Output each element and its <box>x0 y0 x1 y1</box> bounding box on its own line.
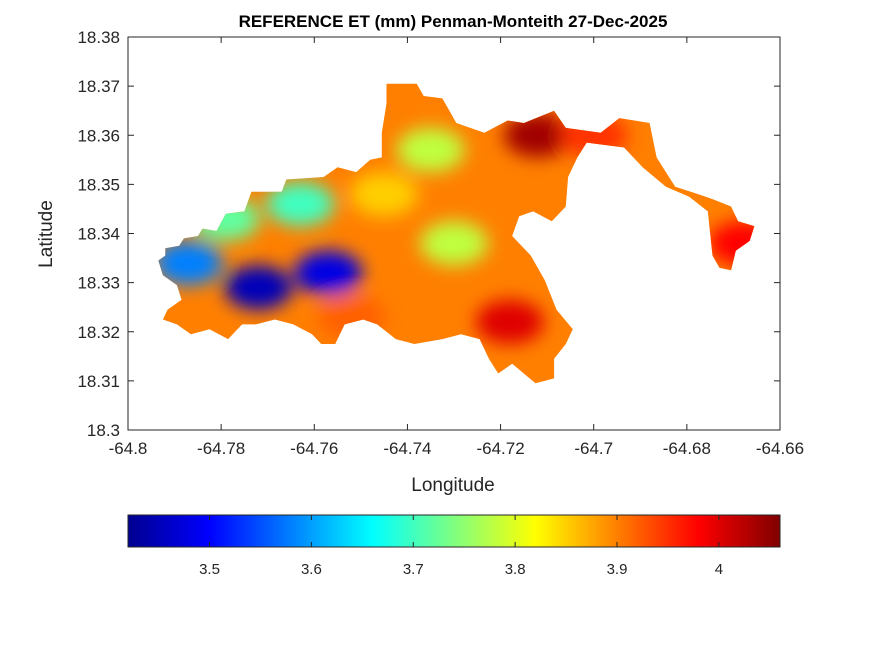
x-tick-label: -64.78 <box>197 439 245 458</box>
y-tick-label: 18.38 <box>77 28 120 47</box>
region-west-low-cluster <box>224 265 293 310</box>
region-northwest <box>191 196 260 241</box>
y-tick-label: 18.36 <box>77 126 120 145</box>
region-north-lobe <box>396 128 465 172</box>
x-tick-label: -64.7 <box>574 439 613 458</box>
x-axis-label: Longitude <box>411 475 494 496</box>
colorbar-ticks: 3.5 3.6 3.7 3.8 3.9 4 <box>199 515 723 578</box>
y-tick-label: 18.34 <box>77 225 120 244</box>
x-axis: -64.8 -64.78 -64.76 -64.74 -64.72 -64.7 -64.68… <box>109 37 804 458</box>
colorbar-tick-label: 3.7 <box>403 561 424 578</box>
y-tick-label: 18.37 <box>77 77 120 96</box>
region-central-north <box>266 182 335 226</box>
y-tick-label: 18.35 <box>77 175 120 194</box>
x-tick-label: -64.76 <box>290 439 338 458</box>
y-tick-label: 18.3 <box>87 421 120 440</box>
y-tick-label: 18.31 <box>77 372 120 391</box>
colorbar-tick-label: 3.9 <box>607 561 628 578</box>
region-northeast-high <box>503 113 572 158</box>
y-tick-label: 18.33 <box>77 274 120 293</box>
et-map <box>158 83 755 384</box>
colorbar <box>127 514 781 548</box>
x-tick-label: -64.8 <box>109 439 148 458</box>
region-far-east-patch <box>708 221 755 266</box>
y-axis: 18.3 18.31 18.32 18.33 18.34 18.35 18.36 18.37 1… <box>77 28 780 440</box>
x-tick-label: -64.72 <box>476 439 524 458</box>
colorbar-tick-label: 3.6 <box>301 561 322 578</box>
y-axis-label: Latitude <box>36 200 57 268</box>
x-tick-label: -64.74 <box>383 439 431 458</box>
colorbar-tick-label: 3.5 <box>199 561 220 578</box>
region-ridge <box>350 172 419 217</box>
region-west-tip <box>158 241 223 285</box>
region-central-low <box>294 250 363 295</box>
region-southwest-ridge <box>317 295 386 339</box>
region-south-high <box>475 299 544 344</box>
region-east-arm <box>559 113 628 158</box>
colorbar-tick-label: 3.8 <box>505 561 526 578</box>
colorbar-tick-label: 4 <box>715 561 723 578</box>
y-tick-label: 18.32 <box>77 323 120 342</box>
x-tick-label: -64.68 <box>663 439 711 458</box>
chart-title: REFERENCE ET (mm) Penman-Monteith 27-Dec… <box>239 12 668 31</box>
region-east-central <box>420 221 488 266</box>
x-tick-label: -64.66 <box>756 439 804 458</box>
